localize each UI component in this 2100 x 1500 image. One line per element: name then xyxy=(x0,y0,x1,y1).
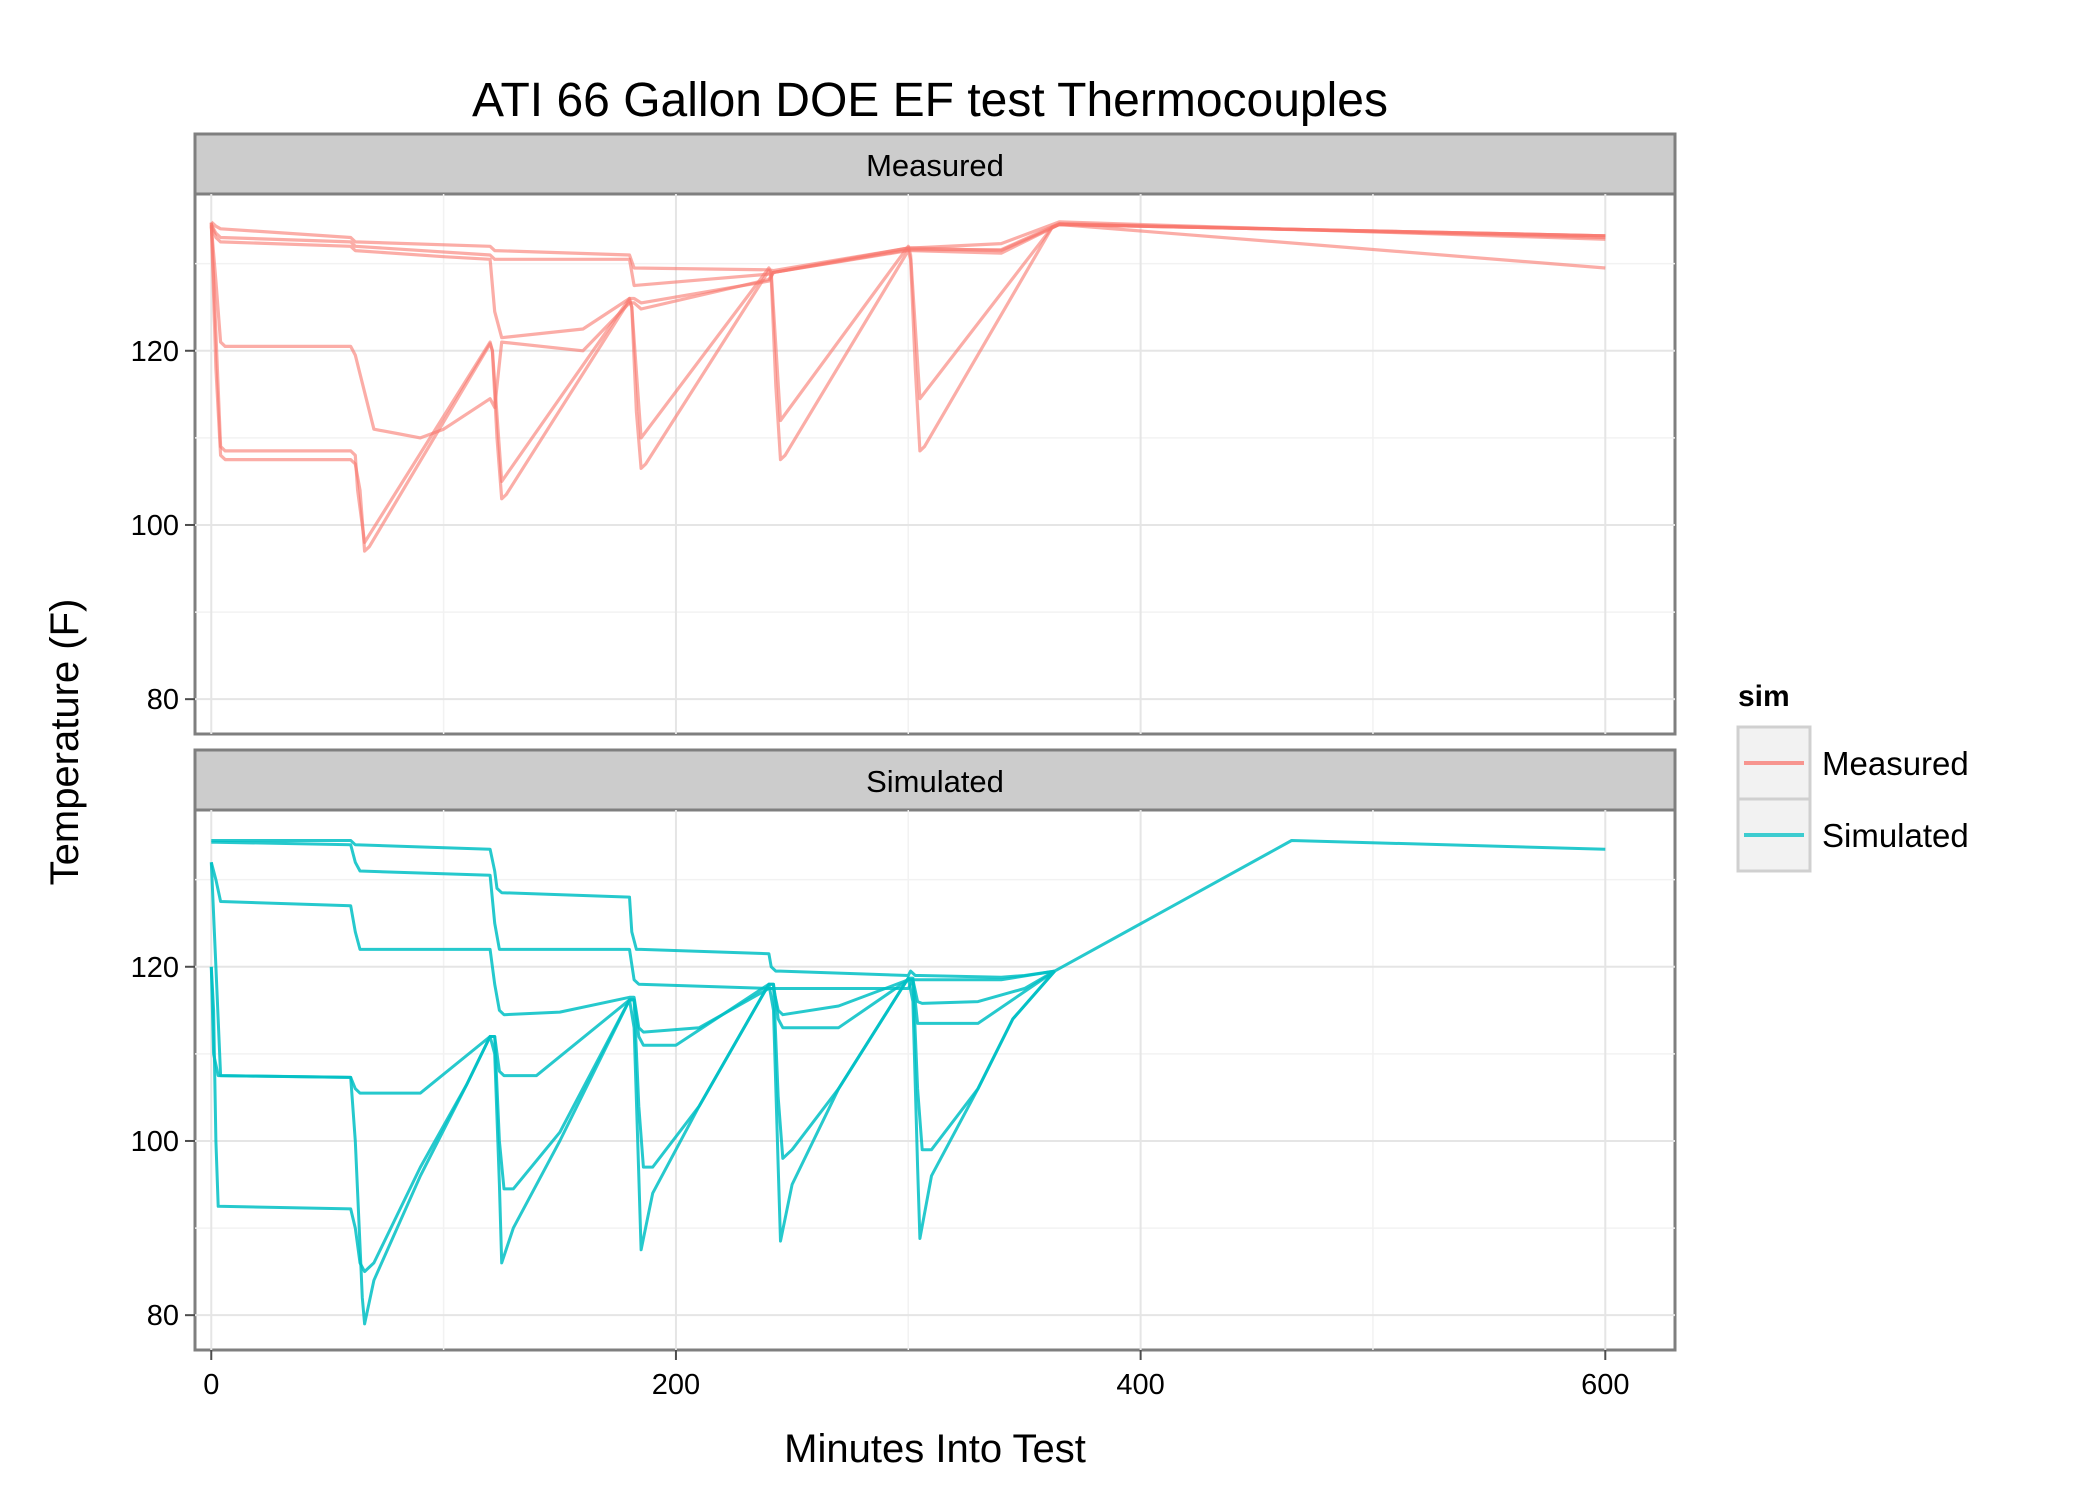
series-group-simulated xyxy=(209,839,1606,1326)
x-tick-label: 600 xyxy=(1581,1369,1629,1401)
x-axis-title: Minutes Into Test xyxy=(784,1427,1086,1471)
strip-label-simulated: Simulated xyxy=(866,764,1004,799)
y-tick-label: 120 xyxy=(131,336,179,368)
series-line-measured xyxy=(209,222,1606,553)
y-axis-simulated: 80 100 120 xyxy=(131,952,195,1332)
y-axis-title: Temperature (F) xyxy=(43,599,87,886)
panel-simulated: Simulated 80 100 120 xyxy=(131,748,1677,1352)
series-line-simulated xyxy=(209,966,1056,1326)
series-group-measured xyxy=(209,220,1606,553)
legend-label-simulated: Simulated xyxy=(1822,817,1969,854)
series-line-simulated xyxy=(209,862,1056,1095)
legend-title: sim xyxy=(1738,680,1790,713)
x-axis: 0 200 400 600 xyxy=(203,1350,1629,1401)
x-tick-label: 400 xyxy=(1116,1369,1164,1401)
series-line-simulated xyxy=(211,839,1606,979)
grid-measured xyxy=(195,194,1675,734)
legend-label-measured: Measured xyxy=(1822,745,1969,782)
y-tick-label: 80 xyxy=(147,1300,179,1332)
y-tick-label: 80 xyxy=(147,684,179,716)
y-tick-label: 120 xyxy=(131,952,179,984)
y-axis-measured: 80 100 120 xyxy=(131,336,195,716)
grid-simulated xyxy=(195,810,1675,1350)
y-tick-label: 100 xyxy=(131,1126,179,1158)
panel-measured: Measured 80 100 120 xyxy=(131,132,1677,736)
x-tick-label: 200 xyxy=(652,1369,700,1401)
series-line-measured xyxy=(210,220,1606,273)
plot-area-measured xyxy=(193,192,1677,736)
strip-measured xyxy=(193,132,1677,196)
legend: sim Measured Simulated xyxy=(1736,680,1969,873)
strip-label-measured: Measured xyxy=(866,148,1004,183)
y-tick-label: 100 xyxy=(131,510,179,542)
x-tick-label: 0 xyxy=(203,1369,219,1401)
series-line-measured xyxy=(209,222,1606,288)
chart-title: ATI 66 Gallon DOE EF test Thermocouples xyxy=(472,74,1388,127)
plot-area-simulated xyxy=(193,808,1677,1352)
series-line-measured xyxy=(209,222,1606,340)
